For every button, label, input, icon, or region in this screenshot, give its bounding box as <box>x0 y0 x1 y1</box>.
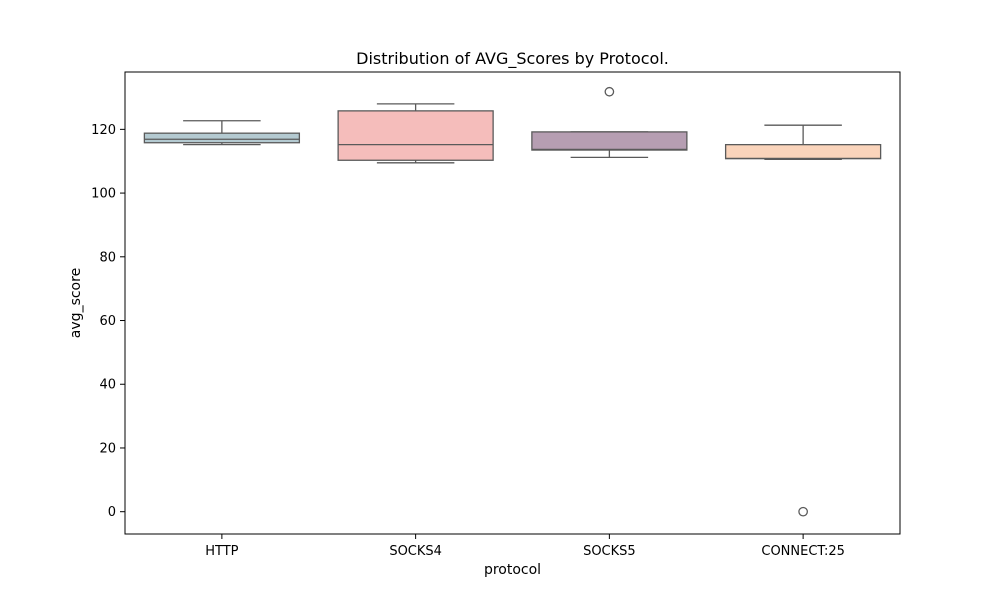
x-axis: HTTP SOCKS4 SOCKS5 CONNECT:25 <box>205 534 845 559</box>
y-axis-label: avg_score <box>68 268 84 338</box>
outlier-point <box>798 506 808 517</box>
plot-frame <box>124 71 901 535</box>
x-axis-label: protocol <box>484 562 541 578</box>
x-tick-label: SOCKS4 <box>389 544 442 559</box>
y-tick-label: 80 <box>99 250 116 265</box>
iqr-box <box>143 132 301 144</box>
box-connect-25 <box>724 124 882 517</box>
y-tick-label: 60 <box>99 314 116 329</box>
iqr-box <box>724 143 882 160</box>
y-tick-label: 120 <box>91 123 116 138</box>
x-tick-label: HTTP <box>205 544 238 559</box>
x-tick-label: CONNECT:25 <box>761 544 844 559</box>
y-tick-label: 100 <box>91 187 116 202</box>
outlier-point <box>604 86 615 97</box>
x-tick-label: SOCKS5 <box>583 544 636 559</box>
y-tick-label: 0 <box>108 505 116 520</box>
y-axis: 0 20 40 60 80 100 120 <box>91 123 125 520</box>
box-http <box>143 120 301 146</box>
box-series <box>143 86 882 517</box>
box-socks4 <box>337 103 494 164</box>
y-tick-label: 40 <box>99 378 116 393</box>
chart-title: Distribution of AVG_Scores by Protocol. <box>356 49 669 69</box>
y-tick-label: 20 <box>99 441 116 456</box>
box-socks5 <box>531 86 688 159</box>
iqr-box <box>531 131 688 151</box>
iqr-box <box>337 110 494 161</box>
